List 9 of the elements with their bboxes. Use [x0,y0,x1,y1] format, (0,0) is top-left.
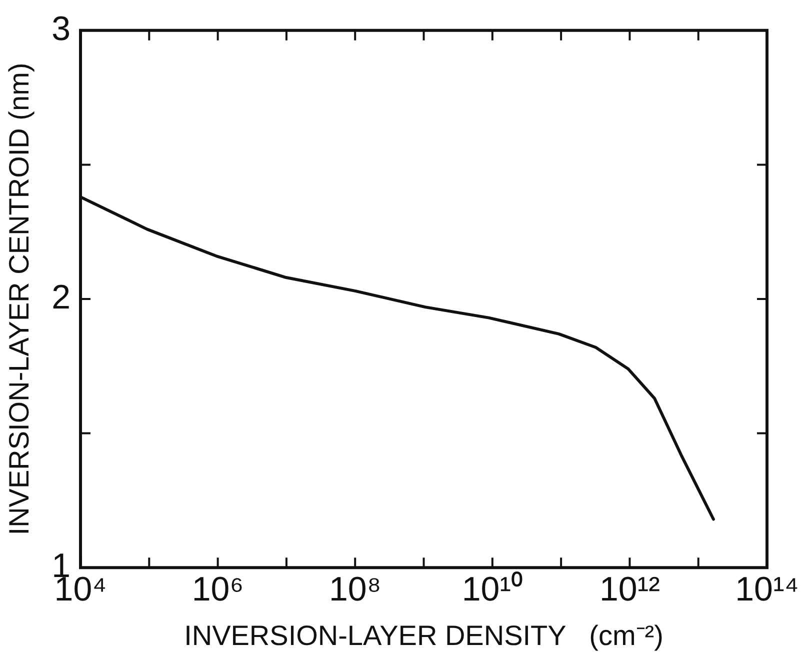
x-tick-label: 10¹⁰ [462,570,523,608]
x-axis-title: INVERSION-LAYER DENSITY (cm⁻²) [184,620,664,651]
y-tick-label: 2 [52,278,71,316]
y-axis-title: INVERSION-LAYER CENTROID (nm) [4,62,35,536]
x-tick-label: 10⁸ [329,570,382,608]
y-tick-label: 3 [52,10,71,48]
x-tick-label: 10⁶ [192,570,244,608]
x-tick-label: 10¹⁴ [735,570,799,608]
x-tick-label: 10¹² [599,570,660,608]
